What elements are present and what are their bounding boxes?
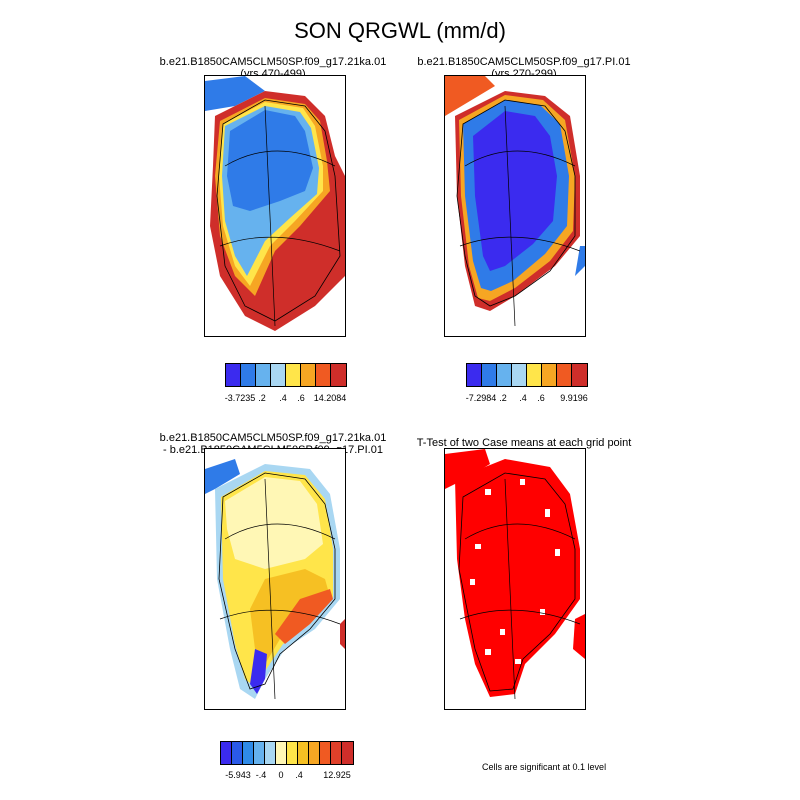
significance-note: Cells are significant at 0.1 level xyxy=(482,762,607,772)
cb3-swatch xyxy=(309,742,320,764)
figure-title: SON QRGWL (mm/d) xyxy=(294,18,506,43)
ocean-cells-e xyxy=(575,246,585,276)
cb3-swatch xyxy=(342,742,353,764)
panel4-title-line1: T-Test of two Case means at each grid po… xyxy=(416,437,632,449)
graticule xyxy=(219,478,341,700)
cb1-swatch xyxy=(256,364,271,386)
cb2-swatch xyxy=(572,364,587,386)
panel3-map xyxy=(204,448,346,710)
nonsignificant-holes xyxy=(470,479,560,664)
cb3-label-max: 12.925 xyxy=(323,770,351,780)
cb3-swatch xyxy=(298,742,309,764)
panel2-title-line1: b.e21.B1850CAM5CLM50SP.f09_g17.PI.01 xyxy=(417,56,631,68)
cb1-label: .6 xyxy=(297,393,305,403)
cb3-swatch xyxy=(254,742,265,764)
cb3-swatch xyxy=(276,742,287,764)
cb2-swatch xyxy=(482,364,497,386)
cb2-swatch xyxy=(557,364,572,386)
colorbar1 xyxy=(225,363,347,387)
graticule xyxy=(219,105,341,327)
colorbar3 xyxy=(220,741,354,765)
cb2-swatch xyxy=(467,364,482,386)
coastline xyxy=(456,99,576,307)
coastline xyxy=(458,472,576,692)
panel3-title-line1: b.e21.B1850CAM5CLM50SP.f09_g17.21ka.01 xyxy=(159,432,387,444)
interior-purple xyxy=(250,649,267,694)
coastline xyxy=(216,99,341,322)
panel4-map xyxy=(444,448,586,710)
cb3-swatch xyxy=(320,742,331,764)
cb1-swatch xyxy=(301,364,316,386)
cb1-swatch xyxy=(226,364,241,386)
cb2-swatch xyxy=(527,364,542,386)
panel1-title-line1: b.e21.B1850CAM5CLM50SP.f09_g17.21ka.01 xyxy=(159,56,387,68)
ocean-cells-nw xyxy=(445,76,495,116)
cb3-swatch xyxy=(331,742,342,764)
cb2-label: .2 xyxy=(499,393,507,403)
cb3-label: 0 xyxy=(278,770,284,780)
interior-blue xyxy=(227,110,313,211)
cb2-label-min: -7.2984 xyxy=(465,393,497,403)
cb3-swatch xyxy=(221,742,232,764)
cb2-swatch xyxy=(512,364,527,386)
cb3-label: .4 xyxy=(295,770,303,780)
cb1-label: .2 xyxy=(258,393,266,403)
coastline xyxy=(218,472,336,690)
cb1-swatch xyxy=(271,364,286,386)
graticule xyxy=(459,478,581,700)
interior-paleyellow xyxy=(225,477,323,569)
cb3-swatch xyxy=(232,742,243,764)
panel2-map xyxy=(444,75,586,337)
cb3-label-min: -5.943 xyxy=(225,770,251,780)
cb1-swatch xyxy=(286,364,301,386)
graticule xyxy=(459,105,581,327)
interior-orange xyxy=(275,589,333,644)
ocean-cells-nw xyxy=(205,459,240,494)
cb1-label-min: -3.7235 xyxy=(224,393,256,403)
cb2-swatch xyxy=(542,364,557,386)
colorbar2 xyxy=(466,363,588,387)
significant-cells xyxy=(455,459,580,697)
cb1-swatch xyxy=(316,364,331,386)
cb1-swatch xyxy=(331,364,346,386)
cb3-swatch xyxy=(243,742,254,764)
cb1-label: .4 xyxy=(279,393,287,403)
cb2-label-max: 9.9196 xyxy=(560,393,588,403)
ocean-cells-e xyxy=(573,614,585,659)
cb3-label: -.4 xyxy=(255,770,267,780)
cb1-label-max: 14.2084 xyxy=(313,393,347,403)
ocean-cells-nw xyxy=(205,76,265,111)
ocean-cells-e xyxy=(340,619,345,649)
panel4-title: T-Test of two Case means at each grid po… xyxy=(384,437,664,449)
interior-purple xyxy=(473,111,557,271)
cb2-label: .4 xyxy=(519,393,527,403)
panel1-map xyxy=(204,75,346,337)
cb2-label: .6 xyxy=(537,393,545,403)
cb1-swatch xyxy=(241,364,256,386)
cb3-swatch xyxy=(265,742,276,764)
cb2-swatch xyxy=(497,364,512,386)
cb3-swatch xyxy=(287,742,298,764)
